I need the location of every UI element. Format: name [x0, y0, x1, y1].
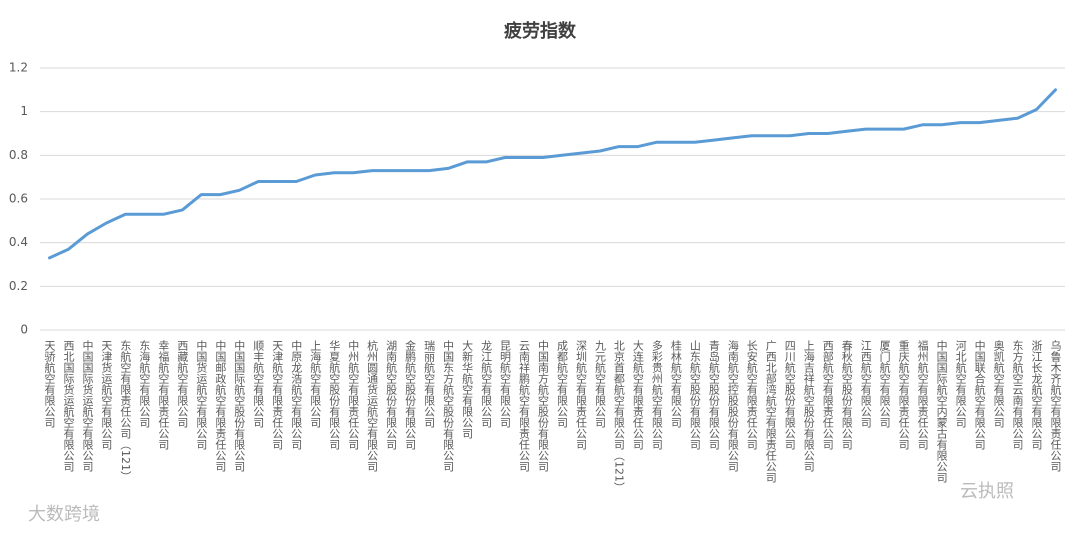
y-tick-label: 0 — [20, 323, 28, 337]
x-tick-label: 春秋航空股份有限公司 — [840, 340, 853, 450]
x-tick-label: 浙江长龙航空有限公司 — [1030, 340, 1043, 450]
x-tick-label: 龙江航空有限公司 — [480, 340, 493, 428]
x-tick-label: 顺丰航空有限公司 — [252, 340, 265, 428]
y-tick-label: 1.2 — [9, 61, 28, 75]
x-tick-label: 山东航空股份有限公司 — [688, 340, 701, 450]
x-tick-label: 天津货运航空有限公司 — [100, 340, 113, 450]
x-tick-label: 东航空有限责任公司（121） — [119, 340, 132, 482]
y-tick-label: 0.4 — [9, 235, 28, 249]
x-tick-label: 深圳航空有限责任公司 — [574, 340, 587, 450]
x-tick-label: 北京首都航空有限公司（121） — [612, 340, 625, 493]
watermark: 大数跨境 — [28, 504, 100, 525]
x-tick-label: 西藏航空有限公司 — [176, 340, 189, 428]
x-tick-label: 东方航空云南有限公司 — [1011, 340, 1024, 450]
x-tick-label: 重庆航空有限责任公司 — [897, 339, 910, 450]
x-tick-label: 瑞丽航空有限公司 — [423, 339, 436, 428]
x-tick-label: 昆明航空有限公司 — [499, 340, 512, 428]
x-tick-label: 中国联合航空有限公司 — [973, 340, 986, 450]
x-tick-label: 中州航空有限责任公司 — [347, 340, 360, 450]
x-tick-label: 桂林航空有限公司 — [669, 339, 682, 428]
x-tick-label: 中国货运航空有限公司 — [195, 340, 208, 450]
x-tick-label: 天骄航空有限公司 — [43, 340, 56, 428]
x-tick-label: 大连航空有限责任公司 — [631, 339, 644, 450]
x-tick-label: 金鹏航空股份有限公司 — [404, 339, 417, 450]
x-tick-label: 乌鲁木齐航空有限责任公司 — [1049, 339, 1062, 472]
x-tick-label: 江西航空有限公司 — [859, 340, 872, 428]
x-tick-label: 云南祥鹏航空有限责任公司 — [518, 340, 531, 472]
x-tick-label: 中国国际航空内蒙古有限公司 — [935, 340, 948, 483]
x-tick-label: 大新华航空有限公司 — [461, 339, 474, 439]
x-tick-label: 四川航空股份有限公司 — [783, 340, 796, 450]
x-tick-label: 福州航空有限责任公司 — [916, 339, 929, 450]
x-tick-label: 华夏航空股份有限公司 — [328, 339, 341, 450]
x-tick-label: 广西北部湾航空有限责任公司 — [764, 340, 777, 483]
x-tick-label: 中国邮政航空有限责任公司 — [214, 340, 227, 472]
watermark: 云执照 — [960, 481, 1014, 502]
x-tick-label: 中国国际航空股份有限公司 — [233, 340, 246, 472]
y-tick-label: 0.6 — [9, 192, 28, 206]
x-tick-label: 河北航空有限公司 — [954, 340, 967, 428]
y-tick-label: 0.2 — [9, 279, 28, 293]
x-tick-label: 中国东方航空股份有限公司 — [442, 340, 455, 472]
x-tick-label: 奥凯航空有限公司 — [992, 339, 1005, 428]
x-tick-label: 中原龙浩航空有限公司 — [290, 340, 303, 450]
x-tick-label: 长安航空有限责任公司 — [745, 340, 758, 450]
x-tick-label: 杭州圆通货运航空有限公司 — [366, 339, 379, 472]
x-tick-label: 西部航空有限责任公司 — [821, 340, 834, 450]
x-tick-label: 上海吉祥航空股份有限公司 — [802, 340, 815, 472]
x-tick-label: 中国南方航空股份有限公司 — [537, 340, 550, 472]
x-tick-label: 上海航空有限公司 — [309, 340, 322, 428]
x-tick-label: 海南航空控股股份有限公司 — [726, 339, 739, 472]
x-tick-label: 青岛航空股份有限公司 — [707, 340, 720, 450]
data-line — [48, 88, 1057, 260]
x-tick-label: 九元航空有限公司 — [593, 340, 606, 428]
x-tick-label: 湖南航空股份有限公司 — [385, 340, 398, 450]
x-tick-label: 成都航空有限公司 — [555, 340, 568, 428]
chart-title: 疲劳指数 — [504, 20, 577, 42]
y-tick-label: 0.8 — [9, 148, 28, 162]
x-tick-label: 中国国际货运航空有限公司 — [81, 340, 94, 472]
x-tick-label: 厦门航空有限公司 — [878, 340, 891, 428]
x-tick-label: 东海航空有限公司 — [138, 340, 151, 428]
x-tick-label: 多彩贵州航空有限公司 — [650, 339, 663, 450]
x-tick-label: 西北国际货运航空有限公司 — [62, 340, 75, 472]
y-tick-label: 1 — [20, 104, 28, 118]
x-tick-label: 幸福航空有限责任公司 — [157, 340, 170, 450]
x-tick-label: 天津航空有限责任公司 — [271, 340, 284, 450]
